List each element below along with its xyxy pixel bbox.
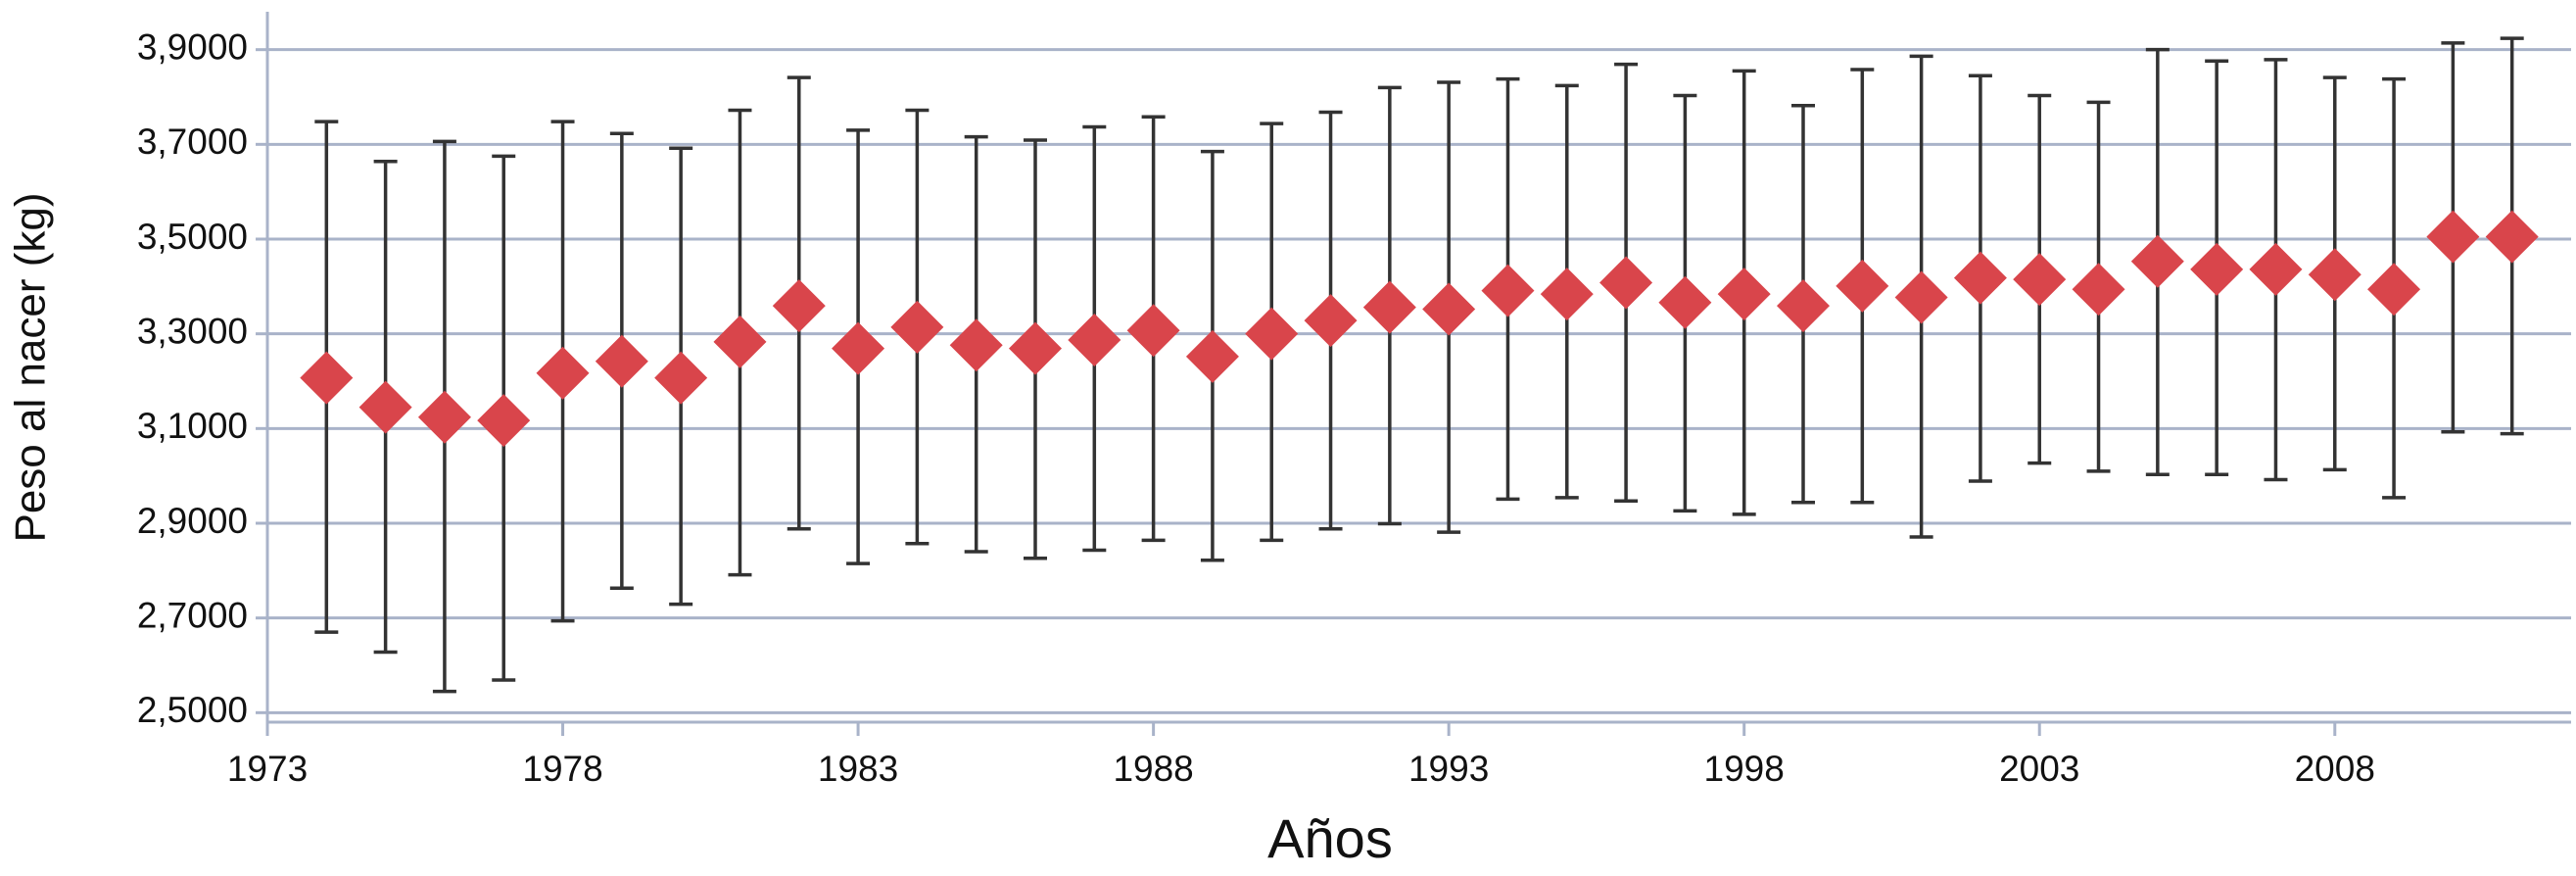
mean-marker bbox=[477, 394, 531, 448]
mean-marker bbox=[1658, 275, 1712, 329]
mean-marker bbox=[1894, 270, 1948, 324]
mean-marker bbox=[358, 380, 412, 434]
mean-marker bbox=[595, 334, 648, 388]
y-tick-label: 2,9000 bbox=[137, 501, 248, 541]
mean-marker bbox=[890, 300, 944, 354]
mean-marker bbox=[772, 279, 826, 333]
mean-marker bbox=[1777, 279, 1830, 333]
mean-marker bbox=[2426, 210, 2480, 264]
y-tick-label: 3,3000 bbox=[137, 311, 248, 351]
y-tick-label: 2,7000 bbox=[137, 595, 248, 635]
y-tick-label: 3,1000 bbox=[137, 406, 248, 446]
mean-marker bbox=[536, 346, 590, 400]
mean-marker bbox=[1422, 282, 1476, 336]
mean-marker bbox=[1068, 313, 1121, 366]
mean-marker bbox=[1304, 294, 1358, 348]
x-tick-label: 1978 bbox=[522, 749, 602, 789]
mean-marker bbox=[2013, 253, 2067, 307]
y-tick-label: 3,7000 bbox=[137, 122, 248, 162]
mean-marker bbox=[713, 315, 767, 368]
mean-marker bbox=[1481, 264, 1535, 317]
mean-marker bbox=[1009, 321, 1062, 375]
mean-marker bbox=[2190, 242, 2244, 296]
mean-marker bbox=[2367, 263, 2421, 316]
x-tick-label: 2003 bbox=[1999, 749, 2079, 789]
y-tick-label: 3,5000 bbox=[137, 217, 248, 257]
y-tick-label: 3,9000 bbox=[137, 26, 248, 67]
x-tick-label: 1983 bbox=[818, 749, 898, 789]
mean-marker bbox=[1836, 259, 1889, 313]
mean-marker bbox=[1599, 256, 1653, 310]
mean-marker bbox=[300, 351, 354, 405]
y-axis-label: Peso al nacer (kg) bbox=[7, 192, 55, 542]
x-tick-label: 1993 bbox=[1408, 749, 1489, 789]
mean-marker bbox=[2308, 248, 2361, 302]
x-tick-label: 1998 bbox=[1704, 749, 1785, 789]
mean-marker bbox=[1362, 280, 1416, 334]
mean-marker bbox=[654, 351, 708, 405]
mean-marker bbox=[2072, 263, 2125, 316]
mean-marker bbox=[2485, 210, 2539, 264]
mean-marker bbox=[832, 321, 885, 375]
mean-marker bbox=[2130, 234, 2184, 288]
x-tick-label: 1973 bbox=[227, 749, 308, 789]
mean-marker bbox=[1540, 268, 1594, 321]
mean-marker bbox=[949, 318, 1003, 372]
x-tick-label: 1988 bbox=[1113, 749, 1193, 789]
mean-marker bbox=[417, 390, 471, 444]
y-tick-label: 2,5000 bbox=[137, 690, 248, 730]
mean-marker bbox=[1717, 268, 1771, 321]
mean-marker bbox=[2249, 242, 2303, 296]
x-tick-label: 2008 bbox=[2295, 749, 2375, 789]
mean-marker bbox=[1185, 329, 1239, 383]
x-axis-label: Años bbox=[1267, 807, 1393, 869]
mean-marker bbox=[1953, 251, 2007, 305]
mean-marker bbox=[1126, 304, 1180, 358]
mean-marker bbox=[1245, 307, 1299, 361]
